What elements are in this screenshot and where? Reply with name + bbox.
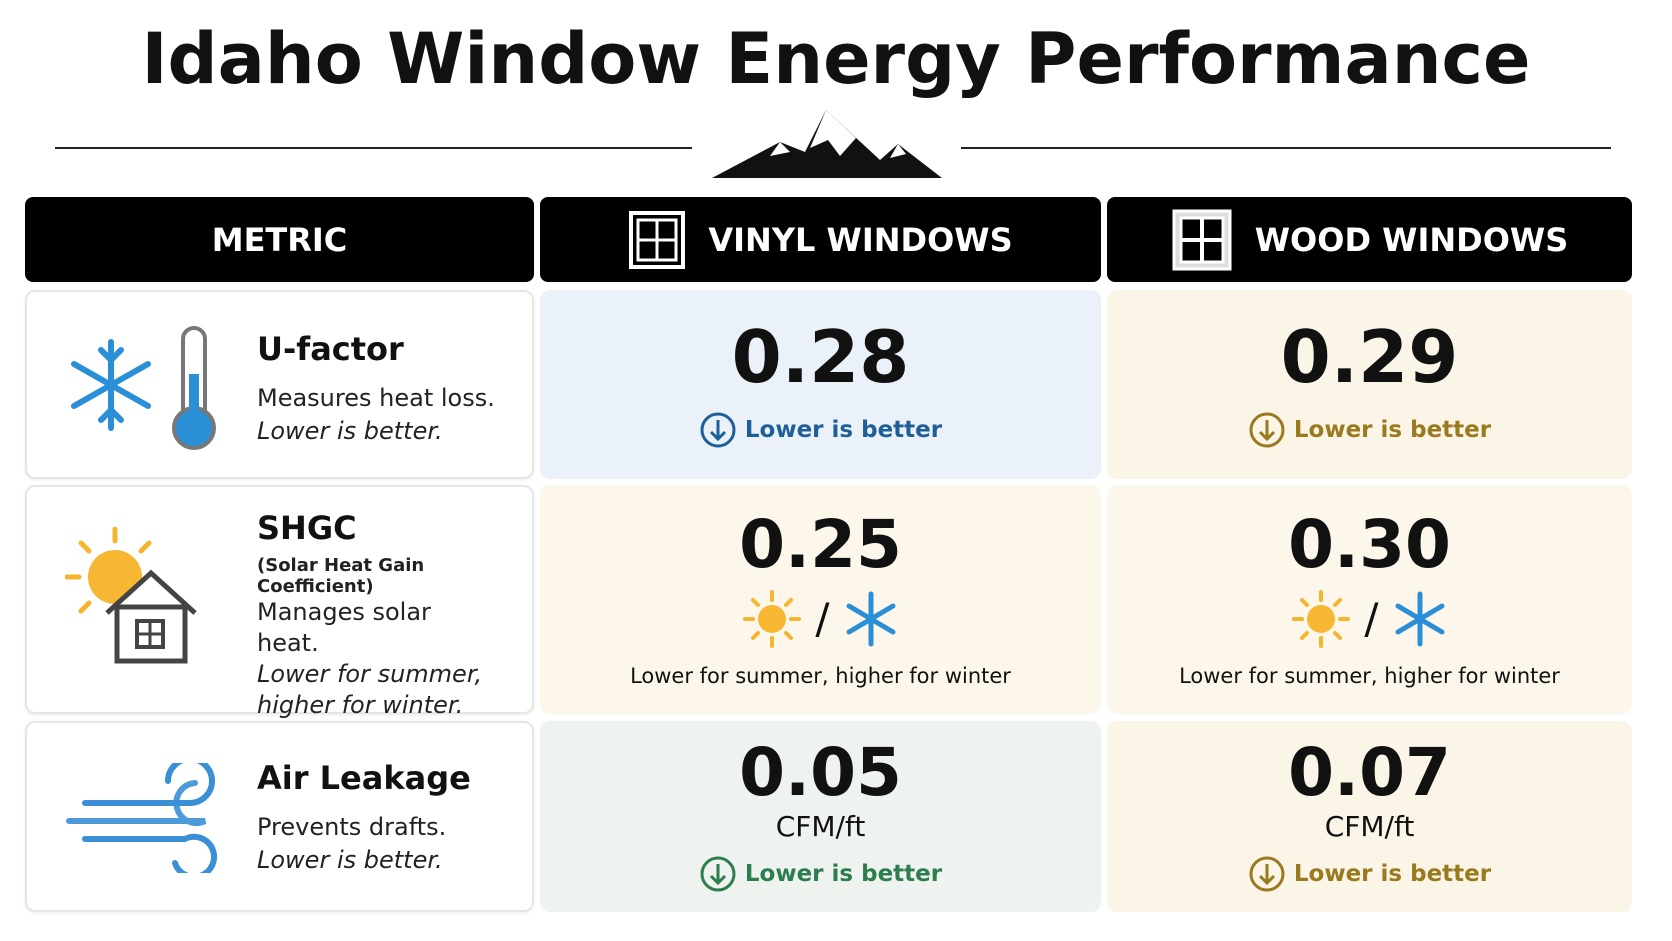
divider: [961, 147, 1611, 149]
caption-text: Lower is better: [744, 861, 943, 887]
caption-text: Lower for summer, higher for winter: [1179, 663, 1560, 688]
divider: [55, 147, 692, 149]
note: Lower is better.: [257, 846, 443, 874]
separator: /: [1364, 594, 1379, 643]
header-text: VINYL WINDOWS: [708, 220, 1013, 259]
mountain-icon: [712, 110, 942, 178]
caption: Lower is better: [699, 411, 942, 449]
description: Prevents drafts.: [257, 813, 447, 841]
value: 0.05: [739, 734, 902, 811]
header-cell: WOOD WINDOWS: [1107, 197, 1632, 282]
header-text: WOOD WINDOWS: [1254, 220, 1569, 259]
metric-cell: Air Leakage Prevents drafts. Lower is bet…: [25, 721, 534, 912]
window-icon: [1172, 209, 1232, 270]
unit: CFM/ft: [1324, 810, 1415, 843]
wind-icon: [66, 763, 217, 873]
caption: Lower is better: [1248, 411, 1491, 449]
metric-cell: SHGC (Solar Heat Gain Coefficient) Manag…: [25, 485, 534, 719]
value-cell: 0.05 CFM/ft Lower is better: [540, 721, 1101, 912]
caption-text: Lower for summer, higher for winter: [630, 663, 1011, 688]
metric-description: Manages solar heat. Lower for summer, hig…: [257, 597, 497, 721]
metric-description: Prevents drafts. Lower is better.: [257, 811, 446, 877]
down-arrow-icon: [1249, 412, 1285, 447]
note: Lower is better.: [257, 417, 443, 445]
description: Manages solar heat.: [257, 598, 431, 657]
cold-icon: [71, 326, 216, 450]
value: 0.28: [731, 314, 910, 399]
separator: /: [815, 594, 830, 643]
caption-text: Lower is better: [1293, 861, 1492, 887]
description: Measures heat loss.: [257, 384, 495, 412]
value: 0.30: [1288, 505, 1451, 583]
snowflake-icon: [1395, 591, 1445, 646]
sun-house-icon: [65, 527, 197, 664]
snowflake-icon: [846, 591, 896, 646]
caption: Lower is better: [1248, 855, 1491, 893]
value-cell: 0.29 Lower is better: [1107, 290, 1632, 479]
metric-name: SHGC: [257, 509, 357, 547]
value-cell: 0.07 CFM/ft Lower is better: [1107, 721, 1632, 912]
caption-text: Lower is better: [744, 416, 943, 443]
metric-cell: U-factor Measures heat loss. Lower is bet…: [25, 290, 534, 479]
header-cell: METRIC: [25, 197, 534, 282]
value: 0.25: [739, 505, 902, 583]
value: 0.07: [1288, 734, 1451, 811]
metric-description: Measures heat loss. Lower is better.: [257, 382, 495, 448]
caption-text: Lower is better: [1293, 416, 1492, 443]
down-arrow-icon: [1249, 856, 1285, 892]
value-cell: 0.30 / Lower for summer, higher for wint…: [1107, 485, 1632, 714]
header-text: METRIC: [211, 220, 348, 259]
caption: Lower is better: [699, 855, 942, 893]
metric-subtitle: (Solar Heat Gain Coefficient): [257, 555, 425, 597]
metric-name: Air Leakage: [257, 759, 471, 797]
value-cell: 0.28 Lower is better: [540, 290, 1101, 479]
header-cell: VINYL WINDOWS: [540, 197, 1101, 282]
value-cell: 0.25 / Lower for summer, higher for wint…: [540, 485, 1101, 714]
unit: CFM/ft: [775, 810, 866, 843]
window-icon: [629, 210, 686, 269]
season-icons: /: [1292, 589, 1446, 648]
metric-name: U-factor: [257, 330, 404, 368]
title: Idaho Window Energy Performance: [141, 18, 1531, 100]
sun-icon: [1292, 589, 1351, 648]
value: 0.29: [1280, 314, 1459, 399]
season-icons: /: [743, 589, 897, 648]
sun-icon: [743, 589, 802, 648]
down-arrow-icon: [700, 856, 736, 892]
down-arrow-icon: [700, 412, 736, 447]
note: Lower for summer, higher for winter.: [257, 660, 483, 719]
